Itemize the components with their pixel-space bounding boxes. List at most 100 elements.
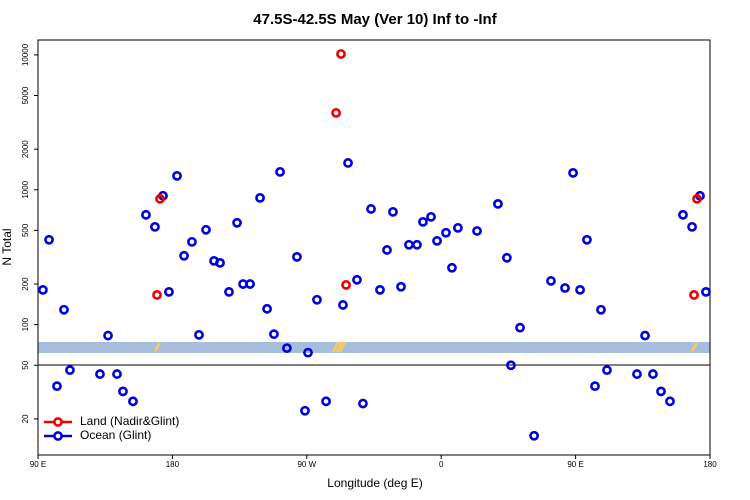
chart-title: 47.5S-42.5S May (Ver 10) Inf to -Inf [253,11,497,28]
point [546,276,556,286]
legend-label: Land (Nadir&Glint) [80,414,179,428]
band-marks [153,341,699,353]
point [269,329,279,340]
point [224,286,234,297]
point [678,209,688,220]
point [52,381,62,392]
point [245,279,255,289]
point [404,239,414,250]
y-tick-label: 500 [21,223,30,237]
point [232,217,242,228]
point [255,192,265,203]
point [164,286,174,297]
point [418,216,428,227]
point [118,386,128,397]
x-tick-label: 90 W [297,460,316,469]
point [292,251,302,262]
point [150,221,160,232]
point [366,204,376,214]
point [128,396,138,407]
point [152,290,162,300]
point [336,49,346,59]
point [300,405,310,416]
band [38,342,710,353]
point [194,329,204,340]
point [375,284,385,295]
point [640,330,650,341]
point [412,239,422,250]
point [275,166,285,177]
point [303,347,313,358]
point [441,227,451,238]
y-tick-label: 20 [21,414,30,423]
y-tick-label: 100 [21,317,30,331]
point [338,300,348,310]
point [112,369,122,379]
point [358,398,368,409]
point [95,369,105,379]
y-tick-label: 50 [21,360,30,369]
x-tick-label: 0 [439,460,444,469]
point [560,283,570,293]
point [141,209,151,220]
x-axis-label: Longitude (deg E) [327,476,422,490]
y-axis-label: N Total [0,228,14,265]
point [648,369,658,379]
point [388,206,398,217]
point [596,304,606,315]
point [701,286,711,297]
point [65,365,75,376]
point [201,224,211,235]
point [382,245,392,255]
point [59,304,69,315]
x-tick-label: 90 E [30,460,46,469]
y-tick-label: 200 [21,277,30,291]
point [590,381,600,392]
legend-marker [53,417,63,427]
point [432,235,442,246]
point [506,360,516,371]
point [341,280,351,290]
point [602,365,612,376]
legend-label: Ocean (Glint) [80,428,151,442]
point [447,262,457,273]
point [38,284,48,295]
point [656,386,666,397]
point [687,221,697,232]
point [529,430,539,441]
point [515,322,525,333]
point [692,193,702,204]
point [331,108,341,118]
point [187,236,197,247]
point [632,369,642,379]
point [44,234,54,245]
point [665,396,675,407]
point [502,252,512,263]
point [426,211,436,222]
legend-marker [53,431,63,441]
point [172,170,182,181]
point [282,343,292,353]
point [575,284,585,295]
y-tick-label: 2000 [21,140,30,158]
point [155,193,165,204]
point [493,198,503,209]
x-tick-label: 90 E [567,460,583,469]
point [396,281,406,292]
point [321,396,331,407]
point [179,250,189,261]
point [582,234,592,245]
point [343,158,353,168]
point [568,167,578,178]
point [312,294,322,305]
point [453,222,463,233]
x-tick-label: 180 [703,460,717,469]
y-tick-label: 1000 [21,180,30,198]
point [262,303,272,314]
y-tick-label: 5000 [21,86,30,104]
point [689,290,699,300]
x-tick-label: 180 [166,460,180,469]
plot-frame [37,39,711,456]
point [103,330,113,341]
